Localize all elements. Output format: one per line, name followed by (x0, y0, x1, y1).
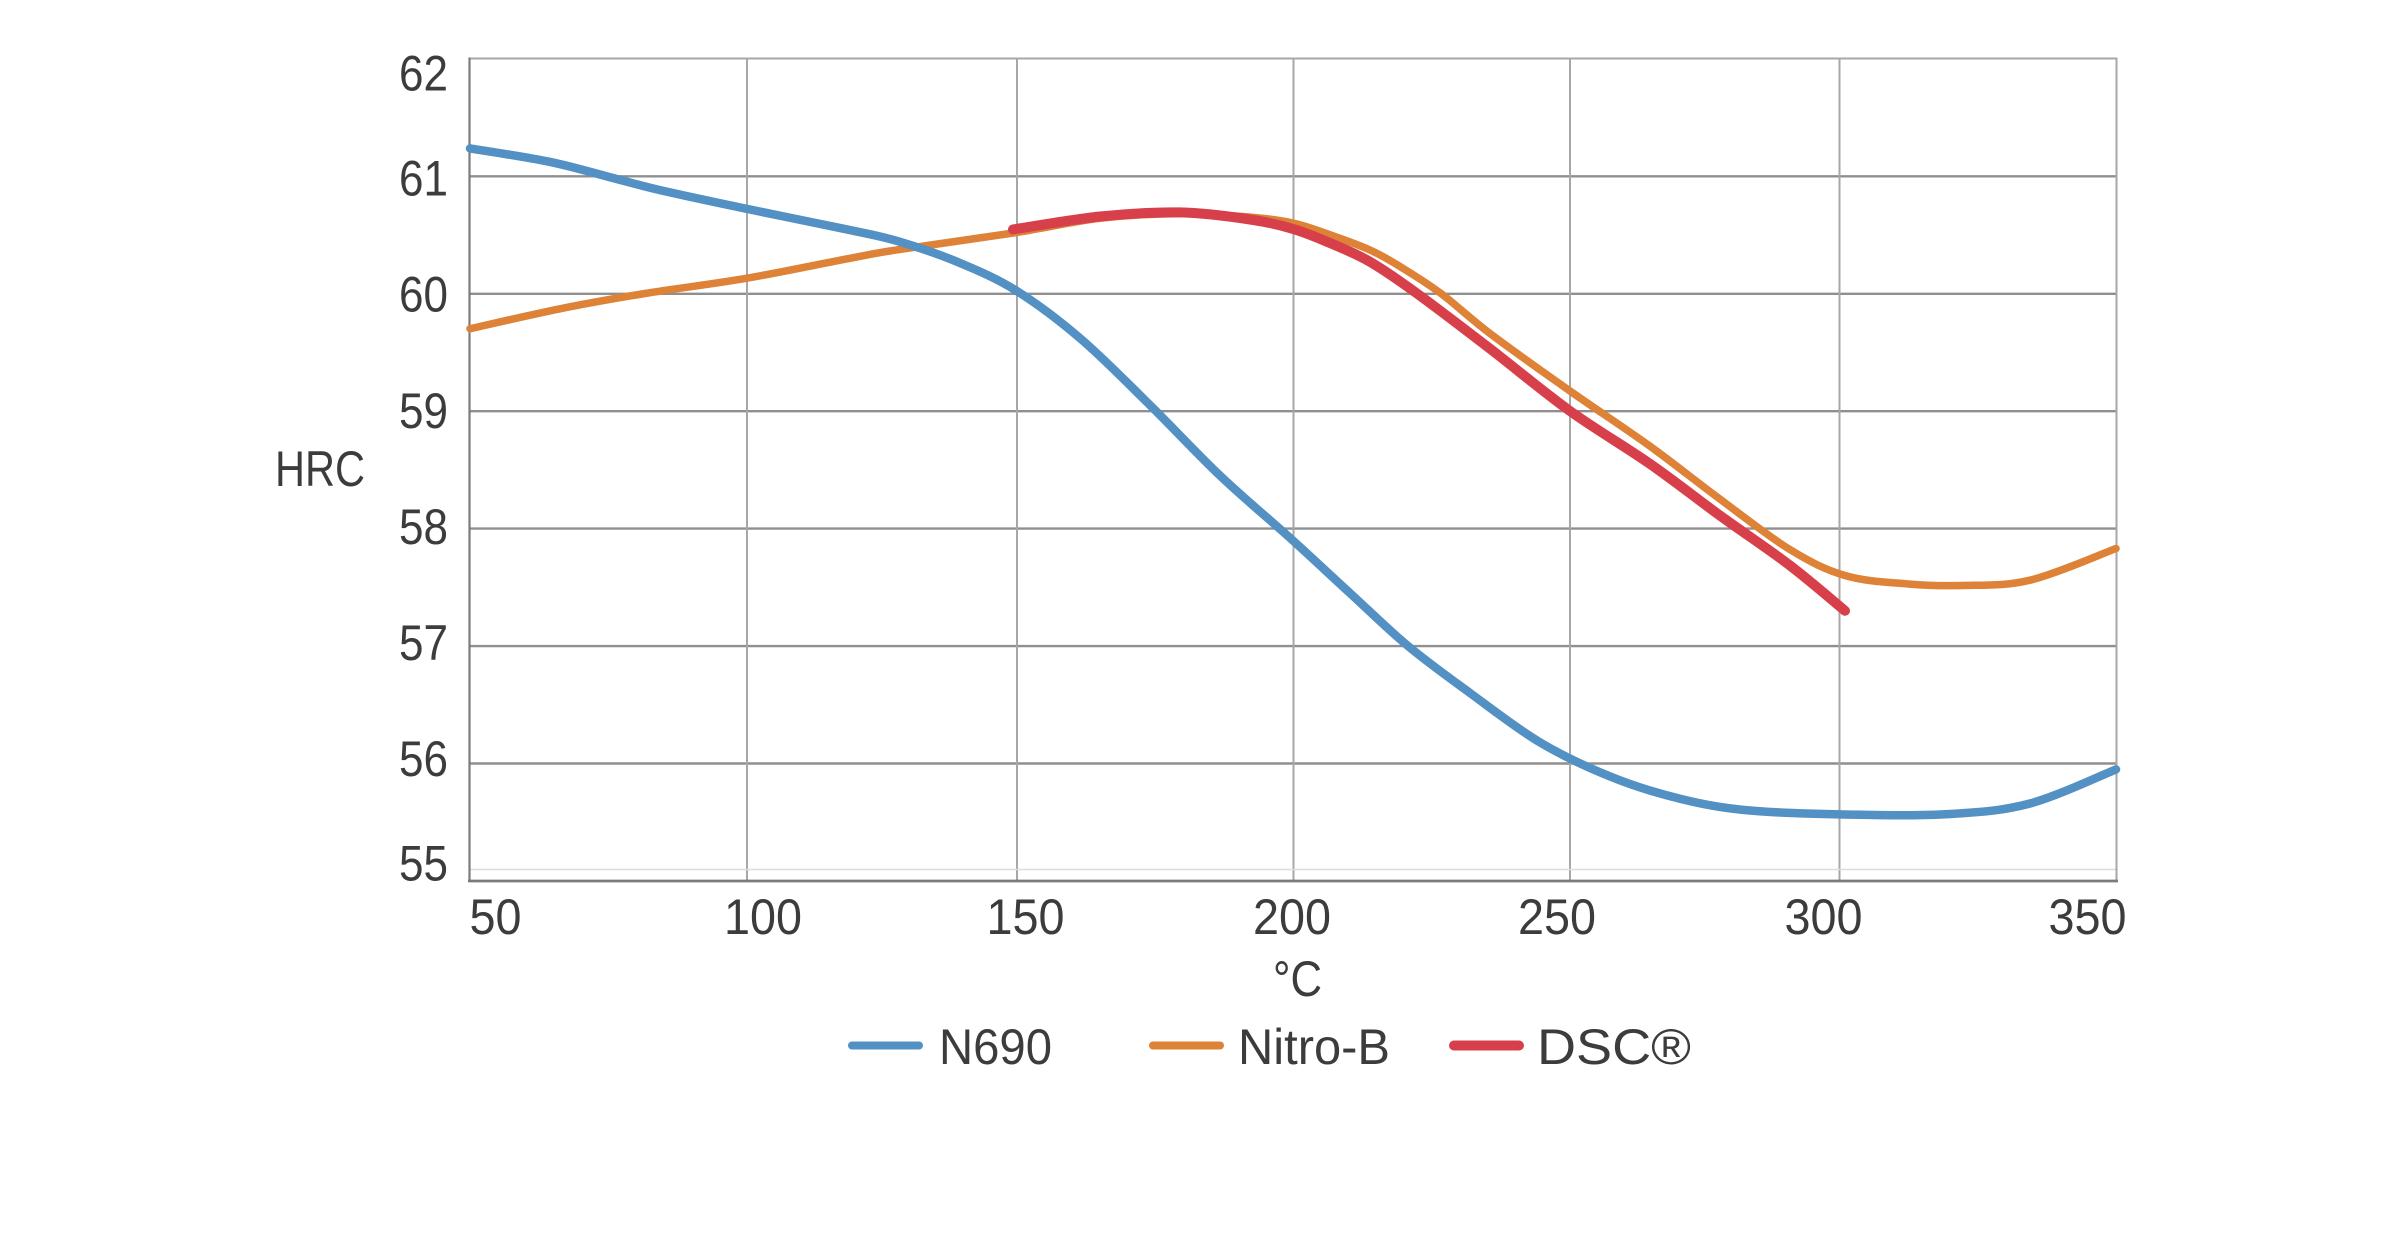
svg-text:55: 55 (399, 835, 448, 891)
svg-text:58: 58 (399, 499, 448, 555)
svg-text:°C: °C (1273, 951, 1322, 1007)
svg-text:100: 100 (724, 889, 802, 945)
svg-text:N690: N690 (939, 1019, 1052, 1075)
svg-text:HRC: HRC (275, 441, 365, 497)
svg-text:250: 250 (1518, 889, 1596, 945)
svg-text:50: 50 (470, 889, 522, 945)
svg-text:Nitro-B: Nitro-B (1238, 1019, 1390, 1075)
svg-text:60: 60 (399, 267, 448, 323)
svg-text:56: 56 (399, 731, 448, 787)
svg-text:300: 300 (1785, 889, 1863, 945)
svg-text:62: 62 (399, 46, 448, 102)
svg-text:59: 59 (399, 383, 448, 439)
svg-text:DSC®: DSC® (1537, 1019, 1691, 1075)
svg-text:61: 61 (399, 151, 448, 207)
svg-text:350: 350 (2049, 889, 2127, 945)
svg-text:200: 200 (1253, 889, 1331, 945)
svg-text:150: 150 (987, 889, 1065, 945)
svg-text:57: 57 (399, 615, 448, 671)
